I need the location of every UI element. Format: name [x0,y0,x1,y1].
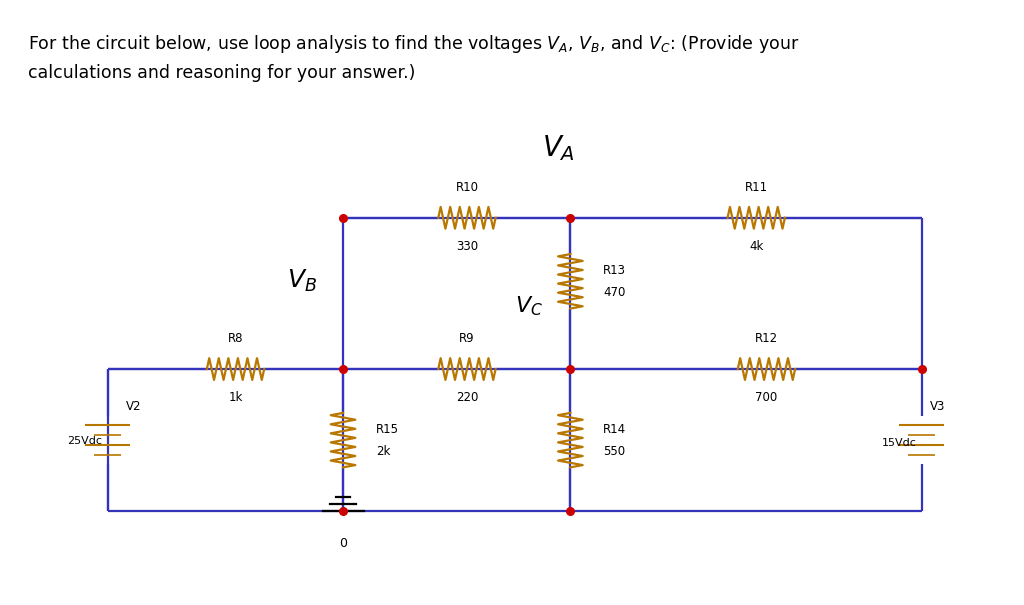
Text: 15Vdc: 15Vdc [882,438,916,448]
Text: R15: R15 [376,423,398,436]
Text: 25Vdc: 25Vdc [68,436,102,446]
Text: 470: 470 [603,286,626,299]
Text: 0: 0 [339,537,347,549]
Text: R10: R10 [456,181,478,194]
Text: V2: V2 [126,401,141,413]
Text: 700: 700 [756,391,777,404]
Text: 220: 220 [456,391,478,404]
Text: 2k: 2k [376,445,390,457]
Text: R12: R12 [755,332,778,345]
Text: R11: R11 [744,181,768,194]
Text: R13: R13 [603,264,626,277]
Text: 1k: 1k [228,391,243,404]
Text: $V_A$: $V_A$ [542,134,574,163]
Text: $V_B$: $V_B$ [287,268,317,295]
Text: R14: R14 [603,423,627,436]
Text: calculations and reasoning for your answer.): calculations and reasoning for your answ… [28,64,415,82]
Text: 550: 550 [603,445,626,457]
Text: V3: V3 [930,401,945,413]
Text: For the circuit below, use loop analysis to find the voltages $V_A$, $V_B$, and : For the circuit below, use loop analysis… [28,33,799,55]
Text: 330: 330 [456,240,478,252]
Text: $V_C$: $V_C$ [515,294,544,318]
Text: R9: R9 [459,332,475,345]
Text: 4k: 4k [749,240,764,252]
Text: R8: R8 [227,332,244,345]
